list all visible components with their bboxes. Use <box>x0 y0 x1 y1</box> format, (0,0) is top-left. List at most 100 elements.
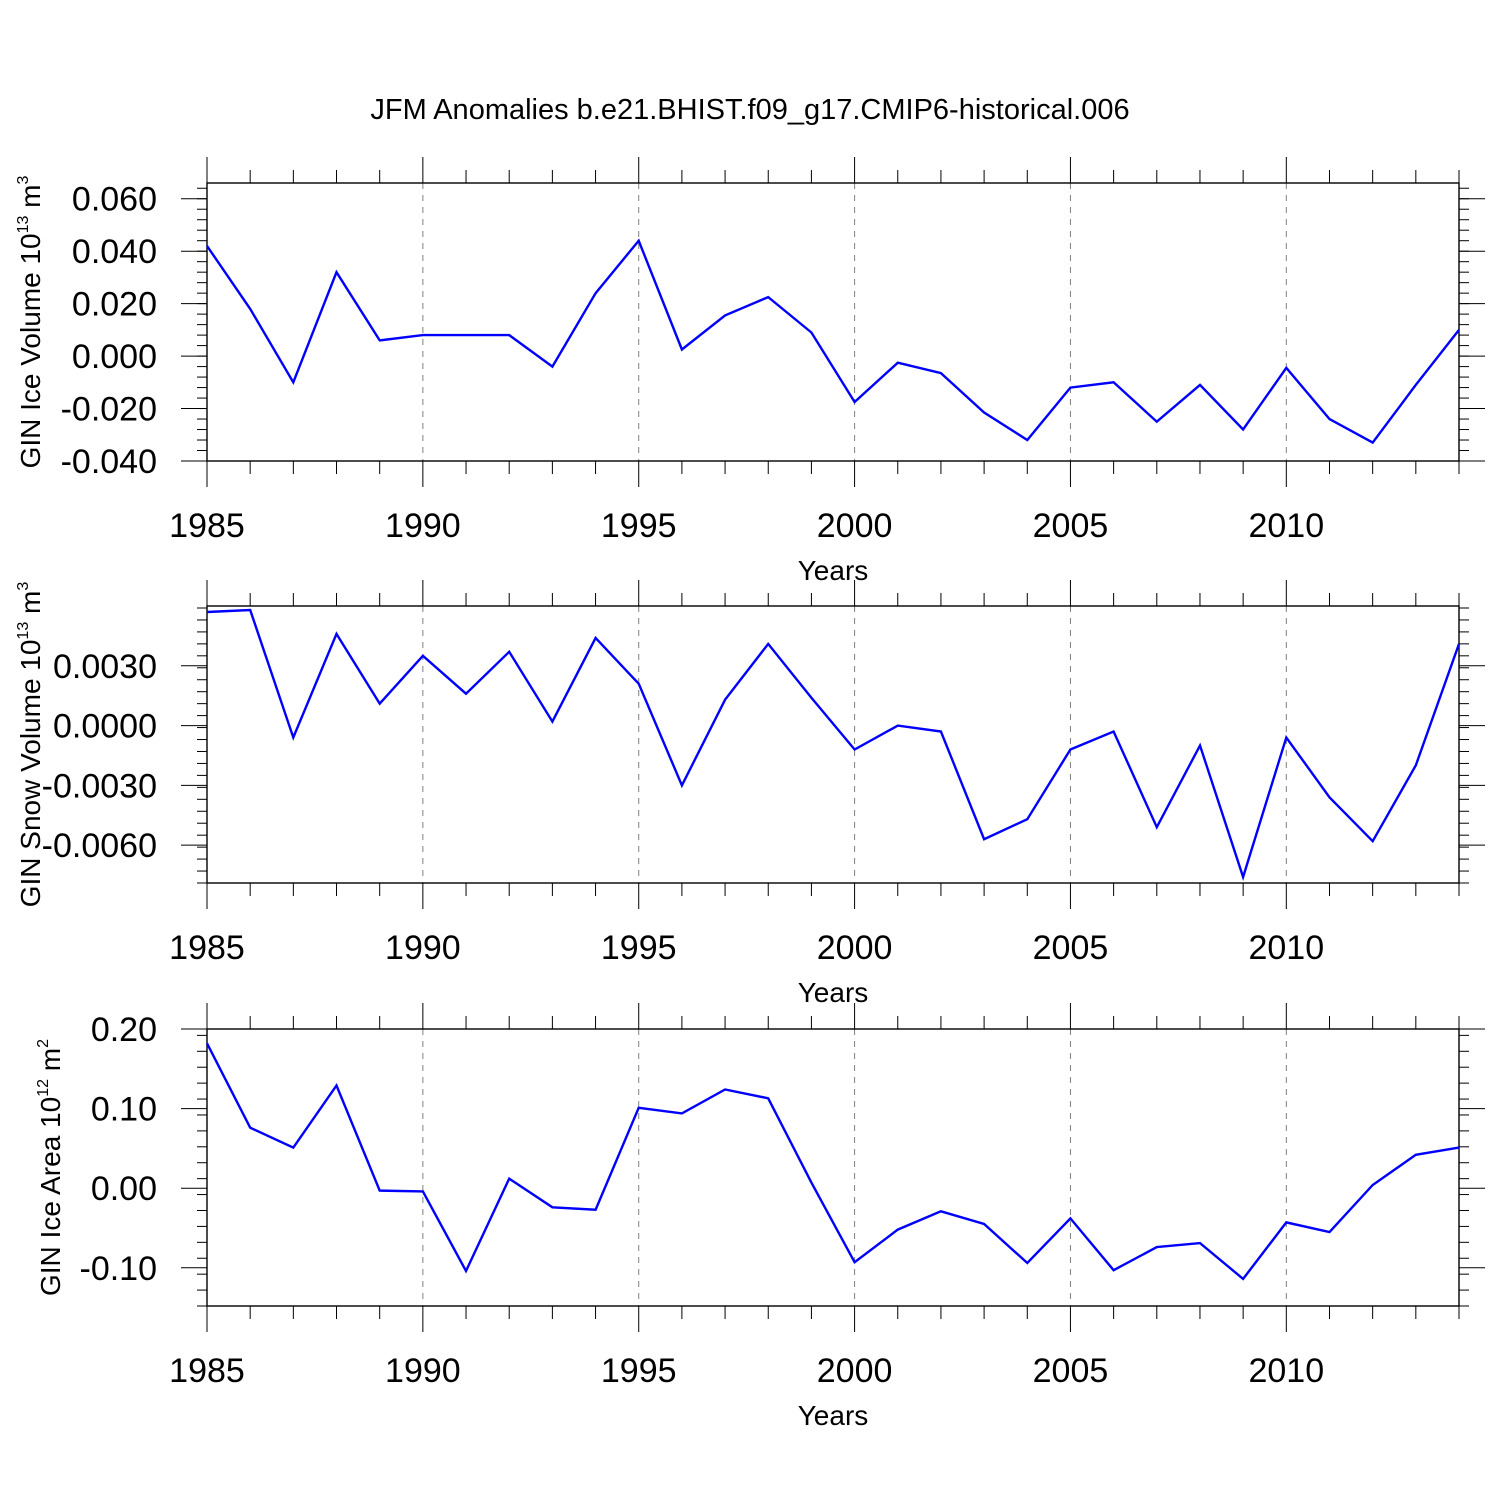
x-tick-label: 2010 <box>1248 1352 1324 1390</box>
y-axis-title-text: GIN Ice Volume 10 <box>15 233 46 468</box>
data-point <box>1025 817 1029 821</box>
y-tick-label: 0.040 <box>72 233 157 271</box>
x-axis-title: Years <box>798 555 869 586</box>
data-point <box>1112 380 1116 384</box>
y-axis-title-unit: m <box>15 591 46 622</box>
data-point <box>291 1146 295 1150</box>
series-line-ice-volume <box>206 238 1460 445</box>
data-point <box>723 1087 727 1091</box>
data-point <box>766 1096 770 1100</box>
x-tick-label: 1990 <box>385 1352 461 1390</box>
y-tick-label: 0.020 <box>72 286 157 324</box>
x-tick-label: 1995 <box>601 507 677 545</box>
data-point <box>809 696 813 700</box>
data-point <box>939 1209 943 1213</box>
x-tick-label: 2010 <box>1248 929 1324 967</box>
x-tick-label: 2005 <box>1033 929 1109 967</box>
plot-frame <box>206 605 1460 884</box>
y-tick-label: 0.20 <box>91 1011 157 1049</box>
x-tick-label: 2000 <box>817 929 893 967</box>
data-point <box>378 1189 382 1193</box>
data-point <box>1198 383 1202 387</box>
data-point <box>291 380 295 384</box>
y-tick-label: 0.0000 <box>53 708 157 746</box>
data-point <box>1112 730 1116 734</box>
data-point <box>1284 366 1288 370</box>
x-tick-label: 2000 <box>817 507 893 545</box>
data-point <box>291 736 295 740</box>
data-point <box>1371 839 1375 843</box>
data-point <box>421 1189 425 1193</box>
data-point <box>809 1181 813 1185</box>
x-tick-label: 2005 <box>1033 1352 1109 1390</box>
data-point <box>637 682 641 686</box>
data-point <box>1025 1261 1029 1265</box>
data-point <box>1155 825 1159 829</box>
data-point <box>550 365 554 369</box>
y-axis-title-unit-exponent: 3 <box>15 582 32 591</box>
data-point <box>507 650 511 654</box>
data-point <box>896 724 900 728</box>
x-tick-label: 1985 <box>169 1352 245 1390</box>
data-point <box>766 295 770 299</box>
data-point <box>335 270 339 274</box>
y-axis-title-exponent: 13 <box>15 622 32 640</box>
y-axis-title-unit-exponent: 2 <box>35 1039 52 1048</box>
data-point <box>637 239 641 243</box>
data-point <box>1155 1245 1159 1249</box>
data-point <box>1327 1230 1331 1234</box>
data-point <box>1371 441 1375 445</box>
x-tick-label: 1985 <box>169 929 245 967</box>
data-point <box>507 1177 511 1181</box>
data-point <box>1198 743 1202 747</box>
y-axis-title-text: GIN Snow Volume 10 <box>15 640 46 908</box>
figure-title: JFM Anomalies b.e21.BHIST.f09_g17.CMIP6-… <box>370 94 1129 126</box>
data-point <box>335 1084 339 1088</box>
data-point <box>594 1208 598 1212</box>
y-axis-title: GIN Ice Area 1012 m2 <box>35 1039 66 1296</box>
data-point <box>1155 420 1159 424</box>
data-point <box>205 244 209 248</box>
x-tick-label: 2000 <box>817 1352 893 1390</box>
plot-frame <box>206 1028 1460 1307</box>
data-point <box>1025 438 1029 442</box>
data-point <box>464 333 468 337</box>
series-line-snow-volume <box>206 608 1461 881</box>
data-point <box>594 636 598 640</box>
data-point <box>680 783 684 787</box>
data-point <box>421 654 425 658</box>
data-point <box>809 330 813 334</box>
x-axis-title: Years <box>798 1400 869 1431</box>
series-line-ice-area <box>205 1042 1460 1281</box>
data-point <box>853 1260 857 1264</box>
data-point <box>1457 328 1461 332</box>
data-point <box>982 837 986 841</box>
data-point <box>550 720 554 724</box>
y-axis-title-text: GIN Ice Area 10 <box>35 1097 66 1296</box>
y-tick-label: 0.060 <box>72 181 157 219</box>
data-point <box>680 348 684 352</box>
data-point <box>421 333 425 337</box>
data-point <box>248 608 252 612</box>
data-point <box>1371 1183 1375 1187</box>
data-point <box>205 610 209 614</box>
x-tick-label: 1995 <box>601 929 677 967</box>
x-tick-label: 1990 <box>385 929 461 967</box>
data-point <box>378 338 382 342</box>
data-point <box>1068 386 1072 390</box>
data-point <box>1241 1277 1245 1281</box>
y-axis-title: GIN Snow Volume 1013 m3 <box>15 582 46 908</box>
data-point <box>1284 736 1288 740</box>
data-point <box>896 361 900 365</box>
plot-frame <box>206 182 1460 462</box>
data-point <box>982 410 986 414</box>
data-point <box>1414 1153 1418 1157</box>
y-axis-title-exponent: 12 <box>35 1079 52 1097</box>
data-point <box>464 1269 468 1273</box>
data-point <box>1457 1146 1461 1150</box>
data-point <box>507 333 511 337</box>
data-point <box>550 1205 554 1209</box>
data-point <box>982 1222 986 1226</box>
data-point <box>1068 747 1072 751</box>
data-point <box>939 730 943 734</box>
